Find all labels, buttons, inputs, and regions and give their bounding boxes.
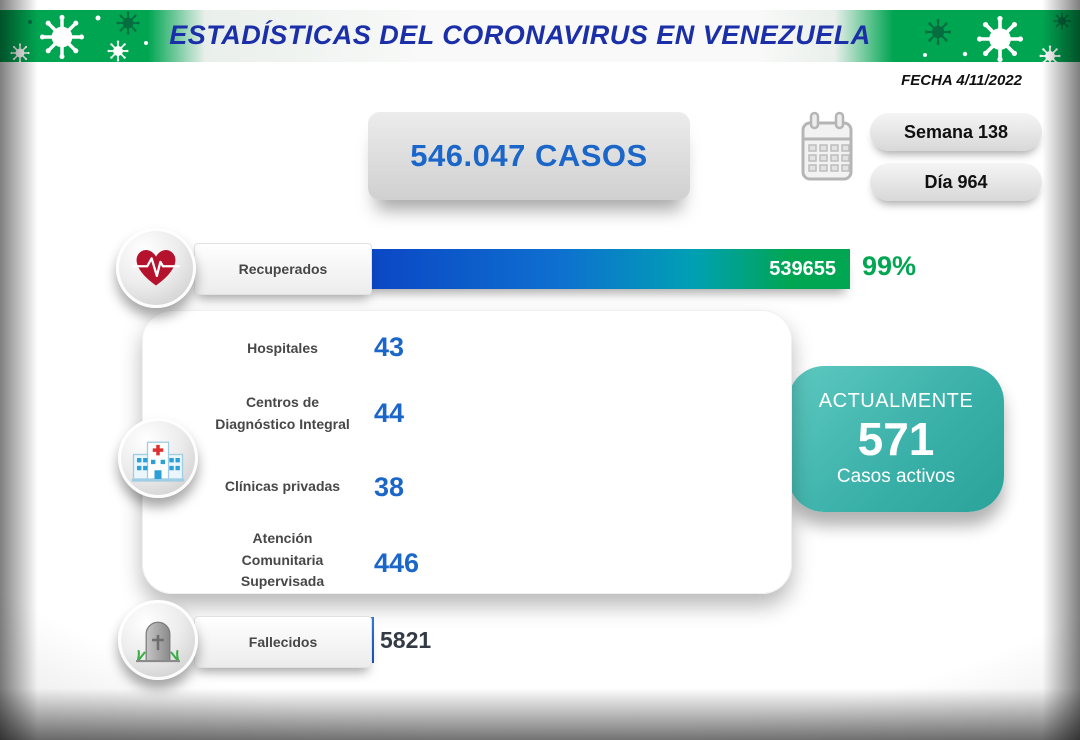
recovered-bar: 539655 [362, 249, 850, 289]
page-title: ESTADÍSTICAS DEL CORONAVIRUS EN VENEZUEL… [169, 19, 871, 50]
tombstone-icon [118, 600, 198, 680]
care-center-label-clinicas: Clínicas privadas [224, 478, 341, 494]
recovered-label: Recuperados [194, 243, 372, 295]
header-banner: ESTADÍSTICAS DEL CORONAVIRUS EN VENEZUEL… [0, 10, 1080, 62]
report-date: FECHA 4/11/2022 [901, 72, 1022, 89]
care-center-value-clinicas: 38 [374, 472, 405, 502]
hospital-icon [118, 418, 198, 498]
care-center-value-cdi: 44 [374, 398, 405, 428]
care-center-label-cdi: Centros de Diagnóstico Integral [215, 394, 350, 432]
deceased-label: Fallecidos [194, 616, 372, 668]
care-center-value-atencion: 446 [374, 548, 420, 578]
care-center-value-hospitales: 43 [374, 332, 405, 362]
active-cases-title: ACTUALMENTE [818, 390, 974, 413]
day-badge: Día 964 [870, 163, 1042, 201]
active-cases-value: 571 [857, 413, 935, 466]
heart-ekg-icon [116, 228, 196, 308]
care-center-label-hospitales: Hospitales [247, 340, 318, 356]
recovered-value: 539655 [769, 257, 836, 280]
week-badge: Semana 138 [870, 113, 1042, 151]
active-cases-badge: ACTUALMENTE 571 Casos activos [788, 366, 1004, 512]
deceased-value: 5821 [380, 627, 432, 653]
total-cases-pill: 546.047 CASOS [368, 112, 690, 200]
care-center-label-atencion: Atención Comunitaria Supervisada [240, 530, 325, 590]
recovered-percent: 99% [862, 251, 917, 281]
active-cases-subtitle: Casos activos [836, 465, 956, 487]
care-centers-panel: Hospitales 43 Centros de Diagnóstico Int… [142, 310, 792, 594]
calendar-icon [798, 110, 856, 191]
